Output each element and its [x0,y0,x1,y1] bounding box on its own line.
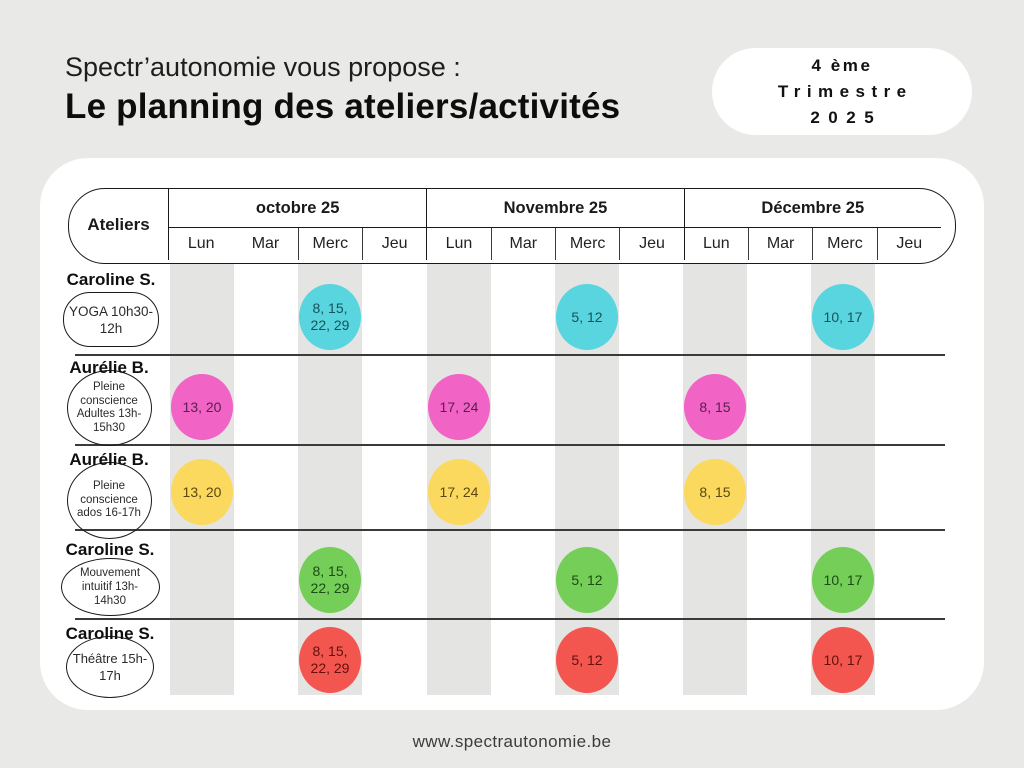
day-header: Lun [426,228,490,260]
row-label-pleine-conscience-adultes: Aurélie B. Pleine conscience Adultes 13h… [56,358,162,446]
session-dates-bubble: 8, 15 [684,459,746,525]
badge-line-year: 2025 [810,107,883,127]
session-dates-bubble: 5, 12 [556,547,618,613]
day-header: Merc [554,228,619,260]
badge-line-trimester: Trimestre [777,81,913,101]
activity-label: Théâtre 15h-17h [66,636,154,698]
activity-text: Mouvement intuitif 13h-14h30 [79,567,141,607]
row-divider [75,444,945,446]
session-dates-bubble: 8, 15 [684,374,746,440]
row-divider [75,354,945,356]
day-header: Merc [812,228,876,260]
instructor-name: Caroline S. [65,540,155,559]
session-dates-bubble: 13, 20 [171,374,233,440]
instructor-name: Aurélie B. [69,358,149,377]
activity-text: Pleine conscience Adultes 13h-15h30 [76,381,142,434]
activity-text: YOGA 10h30-12h [68,303,154,336]
page-header: Spectr’autonomie vous propose : Le plann… [65,50,620,130]
session-dates-bubble: 10, 17 [812,547,874,613]
activity-label: Mouvement intuitif 13h-14h30 [60,558,160,616]
day-header: Jeu [361,228,426,260]
session-dates-bubble: 8, 15, 22, 29 [299,547,361,613]
activity-text: Pleine conscience ados 16-17h [77,480,141,520]
month-header-decembre: Décembre 25 [683,189,941,228]
day-header: Mar [251,235,280,252]
table-header-grid: Ateliers octobre 25 Novembre 25 Décembre… [69,189,941,263]
planning-card: Ateliers octobre 25 Novembre 25 Décembre… [40,158,984,710]
row-label-mouvement-intuitif: Caroline S. Mouvement intuitif 13h-14h30 [54,540,166,616]
row-label-pleine-conscience-ados: Aurélie B. Pleine conscience ados 16-17h [56,450,162,539]
badge-line-ordinal: 4 ème [811,55,873,75]
session-dates-bubble: 8, 15, 22, 29 [299,284,361,350]
corner-label: Ateliers [69,189,169,260]
instructor-name: Aurélie B. [69,450,149,469]
session-dates-bubble: 10, 17 [812,284,874,350]
instructor-name: Caroline S. [66,270,156,289]
day-header: Mar [747,228,812,260]
day-header: Mar [490,228,555,260]
activity-text: Théâtre 15h-17h [72,651,148,683]
website-url: www.spectrautonomie.be [412,732,612,751]
activity-label: YOGA 10h30-12h [63,292,159,347]
day-header: Lun [187,235,215,252]
page-title: Le planning des ateliers/activités [65,87,621,126]
page-subtitle: Spectr’autonomie vous propose : [65,52,461,82]
trimester-badge: 4 ème Trimestre 2025 [712,48,972,135]
day-header: Jeu [619,228,683,260]
session-dates-bubble: 8, 15, 22, 29 [299,627,361,693]
activity-label: Pleine conscience Adultes 13h-15h30 [66,370,152,446]
day-header: Jeu [876,228,941,260]
row-divider [75,618,945,620]
session-dates-bubble: 5, 12 [556,627,618,693]
session-dates-bubble: 5, 12 [556,284,618,350]
day-header: Merc [297,228,362,260]
row-label-yoga: Caroline S. YOGA 10h30-12h [56,270,166,347]
session-dates-bubble: 10, 17 [812,627,874,693]
day-header: Lun [683,228,748,260]
activity-label: Pleine conscience ados 16-17h [66,462,152,539]
instructor-name: Caroline S. [65,624,155,643]
month-header-novembre: Novembre 25 [426,189,684,228]
row-label-theatre: Caroline S. Théâtre 15h-17h [56,624,164,698]
table-header: Ateliers octobre 25 Novembre 25 Décembre… [68,188,956,264]
session-dates-bubble: 17, 24 [428,374,490,440]
session-dates-bubble: 13, 20 [171,459,233,525]
row-divider [75,529,945,531]
session-dates-bubble: 17, 24 [428,459,490,525]
month-header-octobre: octobre 25 [169,189,427,228]
